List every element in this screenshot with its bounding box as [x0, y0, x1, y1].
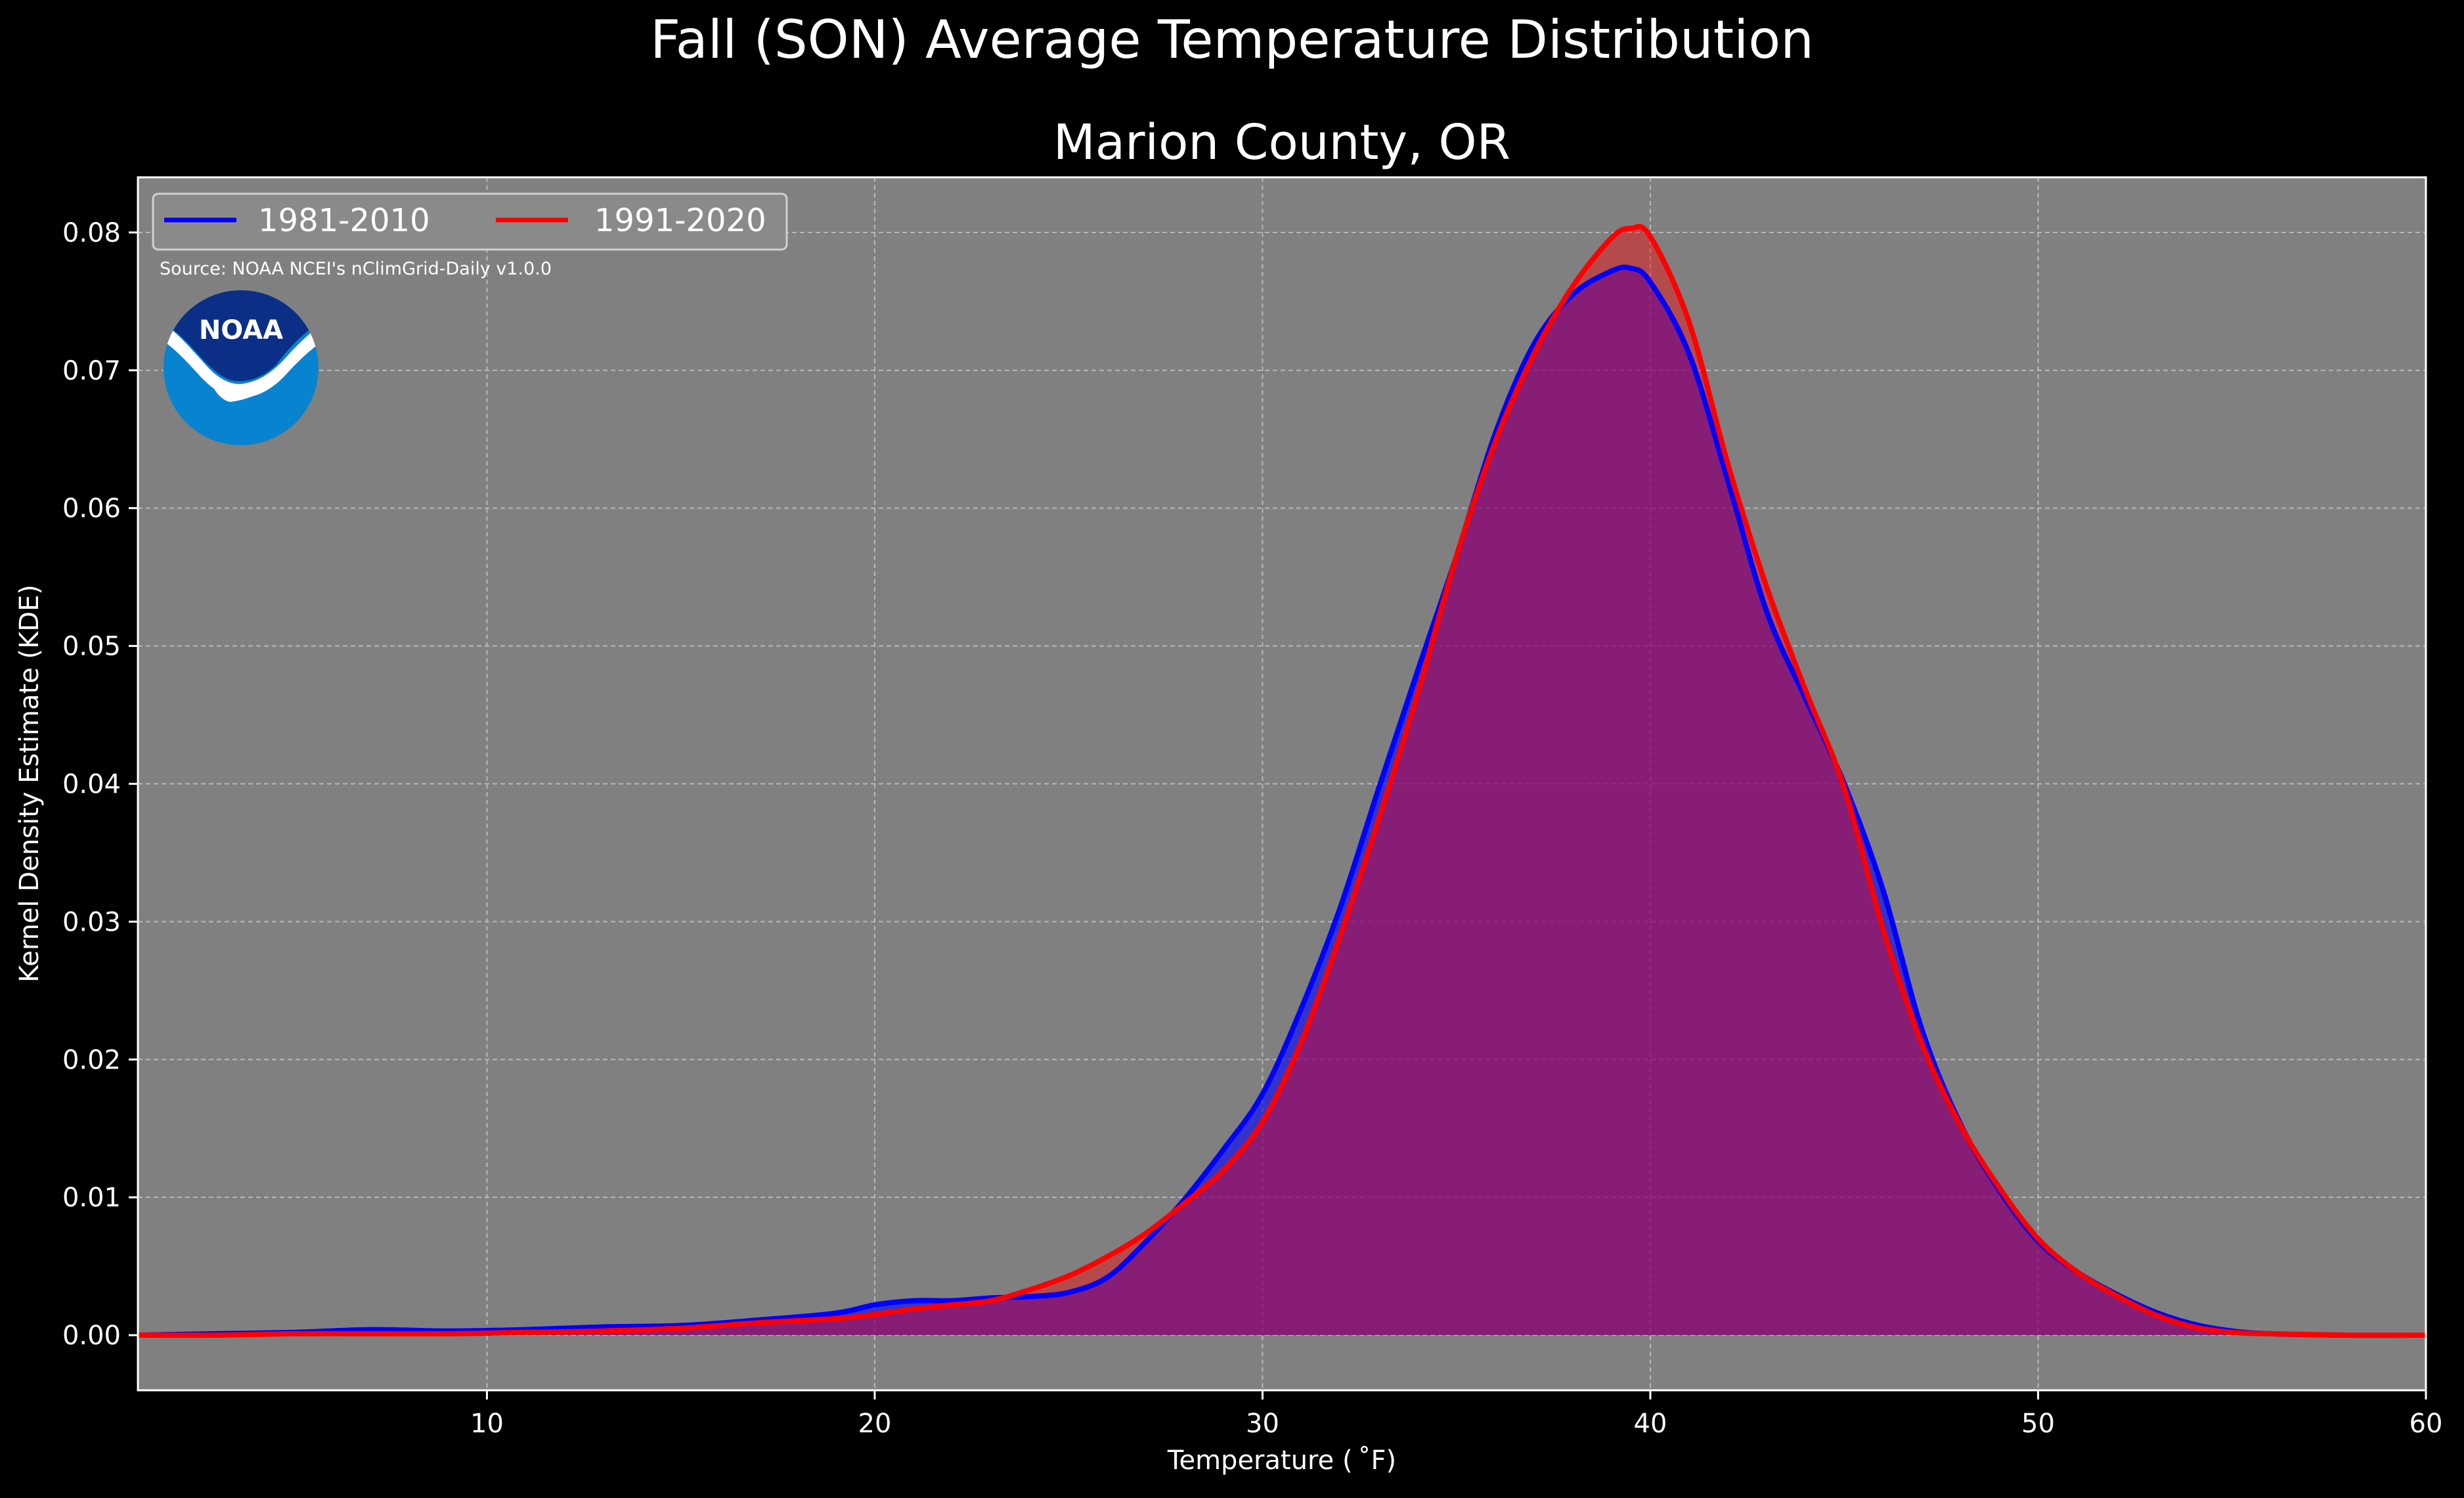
legend-label-1981-2010: 1981-2010	[258, 202, 430, 239]
chart-subtitle: Marion County, OR	[1053, 114, 1510, 171]
y-tick-label: 0.01	[62, 1183, 121, 1213]
y-tick-label: 0.03	[62, 907, 121, 937]
y-axis-ticks: 0.00 0.01 0.02 0.03 0.04 0.05 0.06 0.07 0.08	[62, 218, 138, 1351]
legend: 1981-2010 1991-2020	[152, 192, 788, 251]
noaa-logo: NOAA	[164, 290, 319, 445]
noaa-logo-sky	[164, 290, 319, 382]
y-tick-label: 0.06	[62, 494, 121, 524]
x-tick-label: 60	[2409, 1409, 2443, 1439]
x-tick-label: 20	[858, 1409, 892, 1439]
density-fill-1991-2020	[138, 226, 2426, 1336]
x-tick-label: 10	[470, 1409, 504, 1439]
density-lines	[137, 223, 2427, 1338]
x-axis-label: Temperature ( ˚F)	[1167, 1445, 1396, 1476]
x-tick-label: 30	[1246, 1409, 1279, 1439]
noaa-logo-bird-icon	[164, 320, 319, 399]
y-tick-label: 0.07	[62, 356, 121, 386]
y-tick-label: 0.08	[62, 218, 121, 248]
density-fills	[138, 226, 2426, 1336]
noaa-logo-wing-icon	[213, 387, 266, 402]
x-tick-label: 50	[2021, 1409, 2055, 1439]
y-tick-label: 0.04	[62, 770, 121, 800]
y-axis-label: Kernel Density Estimate (KDE)	[14, 584, 45, 982]
source-note: Source: NOAA NCEI's nClimGrid-Daily v1.0…	[160, 259, 552, 279]
legend-box	[152, 192, 788, 251]
legend-label-1991-2020: 1991-2020	[594, 202, 766, 239]
y-tick-label: 0.00	[62, 1321, 121, 1351]
density-fill-1981-2010	[138, 267, 2426, 1336]
x-tick-label: 40	[1634, 1409, 1667, 1439]
y-tick-label: 0.05	[62, 632, 121, 662]
density-line-1991-2020	[137, 223, 2427, 1338]
chart-title: Fall (SON) Average Temperature Distribut…	[650, 9, 1814, 70]
noaa-logo-text: NOAA	[199, 315, 283, 345]
y-tick-label: 0.02	[62, 1045, 121, 1075]
x-axis-ticks: 10 20 30 40 50 60	[470, 1390, 2442, 1439]
